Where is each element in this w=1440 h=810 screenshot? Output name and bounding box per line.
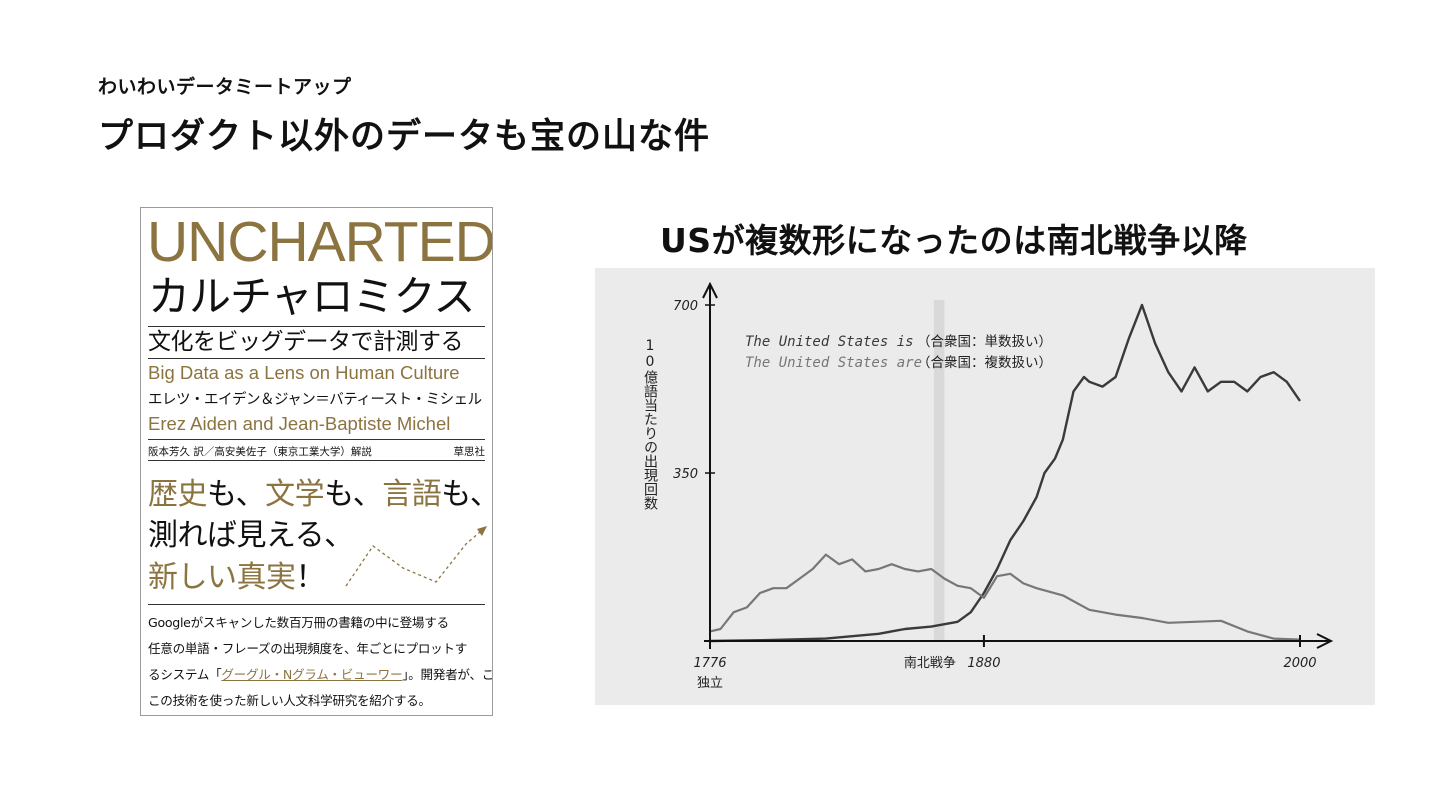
desc-text: るシステム「	[148, 667, 222, 682]
x-tick-prefix: 南北戦争	[904, 655, 956, 671]
x-tick-label: 2000	[1283, 656, 1316, 671]
y-tick-label: 350	[673, 467, 698, 482]
desc-highlight: グーグル・Nグラム・ビューワー	[221, 667, 403, 682]
book-catch-line-1: 歴史も、文学も、言語も、	[148, 475, 492, 515]
book-divider	[148, 326, 485, 327]
book-catch-line-3: 新しい真実！	[148, 558, 325, 598]
book-description-line: るシステム「グーグル・Nグラム・ビューワー」。開発者が、こ	[148, 662, 493, 688]
book-ja-authors: エレツ・エイデン＆ジャン＝バティースト・ミシェル	[148, 392, 482, 408]
slide-title: プロダクト以外のデータも宝の山な件	[98, 117, 711, 157]
book-divider	[148, 604, 485, 605]
chart-svg: 1776 独立 1880 南北戦争 2000 350 700 10億語当たりの出現回数 Th…	[642, 281, 1334, 691]
ngram-chart: 1776 独立 1880 南北戦争 2000 350 700 10億語当たりの出現回数 Th…	[595, 268, 1375, 705]
book-cover: UNCHARTED カルチャロミクス 文化をビッグデータで計測する Big Da…	[140, 207, 493, 716]
catch-word: 言語	[382, 477, 442, 512]
legend-series-name: The United States is	[745, 334, 914, 350]
book-en-authors: Erez Aiden and Jean-Baptiste Michel	[148, 413, 451, 434]
desc-text: 」。開発者が、こ	[402, 667, 493, 682]
book-divider	[148, 439, 485, 440]
book-en-title: UNCHARTED	[147, 210, 493, 274]
legend-series-name: The United States are	[745, 355, 922, 371]
legend-series-note: （合衆国：単数扱い）	[917, 334, 1052, 350]
y-tick-label: 700	[673, 299, 698, 314]
catch-word: 新しい真実	[148, 560, 296, 595]
y-axis-label: 10億語当たりの出現回数	[642, 338, 658, 510]
catch-text: ！	[295, 560, 326, 595]
book-description-line: 任意の単語・フレーズの出現頻度を、年ごとにプロットす	[148, 641, 468, 656]
book-divider	[148, 358, 485, 359]
book-catch-line-2: 測れば見える、	[148, 518, 354, 553]
catch-word: 歴史	[148, 477, 208, 512]
book-ja-title: カルチャロミクス	[148, 272, 475, 321]
tick-group: 1776 独立 1880 南北戦争 2000 350 700	[673, 299, 1316, 691]
book-subtitle: 文化をビッグデータで計測する	[148, 329, 464, 355]
deck-eyebrow: わいわいデータミートアップ	[98, 76, 352, 98]
book-description-line: Googleがスキャンした数百万冊の書籍の中に登場する	[148, 615, 449, 630]
series-group	[709, 303, 1301, 643]
civil-war-band	[933, 300, 945, 641]
catch-text: も、	[324, 477, 383, 512]
series-line-2	[709, 553, 1301, 641]
y-axis-arrow-icon	[702, 281, 718, 299]
figure-title: USが複数形になったのは南北戦争以降	[660, 221, 1248, 260]
x-tick-sublabel: 独立	[697, 676, 723, 691]
book-divider	[148, 460, 485, 461]
book-description-line: この技術を使った新しい人文科学研究を紹介する。	[148, 693, 431, 708]
x-axis-arrow-icon	[1316, 633, 1334, 649]
series-line-1	[709, 303, 1301, 643]
x-tick-label: 1776	[693, 656, 726, 671]
legend: The United States is （合衆国：単数扱い） The United…	[745, 334, 1052, 371]
catch-text: も、	[207, 477, 266, 512]
x-tick-label: 1880	[967, 656, 1000, 671]
book-publisher: 草思社	[453, 446, 486, 458]
catch-text: も、	[441, 477, 492, 512]
book-en-subtitle: Big Data as a Lens on Human Culture	[148, 362, 460, 383]
catch-word: 文学	[265, 477, 325, 512]
legend-series-note: （合衆国：複数扱い）	[917, 354, 1052, 371]
book-translator: 阪本芳久 訳／高安美佐子（東京工業大学）解説	[148, 446, 372, 458]
trend-arrow-icon	[345, 525, 488, 587]
